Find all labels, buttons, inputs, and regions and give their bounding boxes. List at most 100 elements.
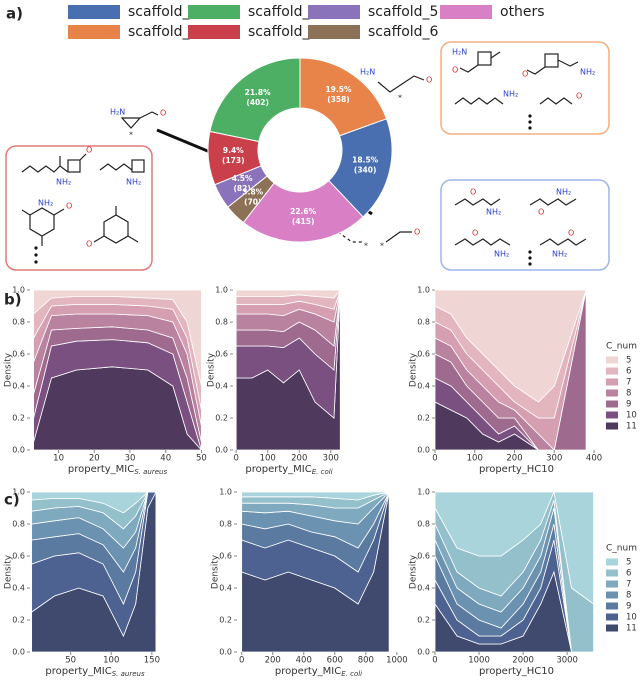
- x-axis-label: property_MICE. coli: [275, 666, 362, 678]
- donut-slice: [328, 118, 393, 218]
- atom-label: *: [364, 242, 368, 251]
- y-tick-label: 0.2: [219, 616, 232, 625]
- legend-swatch: [440, 5, 492, 19]
- y-tick-label: 0.2: [417, 414, 430, 423]
- y-tick-label: 0.6: [417, 350, 430, 359]
- slice-percent: 4.5%: [232, 174, 253, 183]
- legend-label: 7: [626, 580, 631, 590]
- donut-slice: [214, 165, 268, 208]
- x-label-main: property_HC10: [479, 666, 554, 677]
- legend-swatch: [606, 422, 618, 430]
- y-tick-label: 0.8: [215, 318, 228, 327]
- x-tick-label: 50: [65, 656, 76, 666]
- slice-percent: 3.8%: [242, 188, 263, 197]
- x-axis-label: property_HC10: [479, 666, 554, 677]
- donut-slice: [227, 175, 275, 224]
- panel-label: b): [4, 291, 22, 309]
- legend-swatch: [606, 602, 618, 610]
- y-tick-label: 0.6: [417, 552, 430, 561]
- slice-percent: 22.6%: [290, 207, 317, 216]
- x-tick-label: 1000: [468, 656, 490, 666]
- legend-label: 6: [626, 367, 631, 377]
- y-tick-label: 0.4: [215, 382, 228, 391]
- density-area: [241, 491, 390, 501]
- density-panel: [31, 491, 157, 653]
- x-axis-label: property_HC10: [479, 464, 554, 475]
- panel-label: c): [4, 491, 20, 509]
- legend-title: C_num: [606, 544, 637, 554]
- x-tick-label: 400: [586, 454, 602, 464]
- legend-label: 9: [626, 602, 631, 612]
- y-tick-label: 0.2: [12, 414, 25, 423]
- y-tick-label: 0.2: [12, 616, 25, 625]
- y-tick-label: 0.8: [219, 520, 232, 529]
- legend-swatch: [308, 25, 360, 39]
- y-tick-label: 0.0: [219, 648, 232, 657]
- legend-swatch: [606, 569, 618, 577]
- x-tick-label: 800: [358, 656, 374, 666]
- legend-label: 10: [626, 411, 637, 421]
- x-tick-label: 2000: [512, 656, 534, 666]
- legend-label: scaffold_6: [368, 24, 439, 40]
- legend-swatch: [606, 580, 618, 588]
- y-tick-label: 0.0: [215, 446, 228, 455]
- y-tick-label: 0.2: [215, 414, 228, 423]
- atom-label: O: [86, 240, 92, 249]
- x-tick-label: 1000: [386, 656, 408, 666]
- atom-label: O: [414, 228, 420, 237]
- atom-label: O: [426, 76, 432, 85]
- y-tick-label: 0.4: [417, 382, 430, 391]
- atom-label: H₂N: [360, 68, 375, 77]
- y-tick-label: 1.0: [215, 286, 228, 295]
- y-axis-label: Density: [409, 554, 419, 589]
- legend-swatch: [308, 5, 360, 19]
- x-tick-label: 300: [323, 454, 339, 464]
- atom-label: NH₂: [494, 250, 509, 259]
- atom-label: O: [522, 70, 528, 79]
- legend-label: others: [500, 4, 545, 20]
- x-axis-label: property_MICS. aureus: [68, 464, 168, 476]
- legend-label: 11: [626, 624, 637, 634]
- legend-label: 8: [626, 591, 631, 601]
- density-panel: [434, 289, 587, 451]
- atom-label: NH₂: [56, 178, 71, 187]
- x-axis-label: property_MICE. coli: [245, 464, 332, 476]
- legend-swatch: [606, 378, 618, 386]
- legend-swatch: [606, 389, 618, 397]
- atom-label: H₂N: [452, 48, 467, 57]
- y-tick-label: 0.2: [417, 616, 430, 625]
- legend-swatch: [606, 367, 618, 375]
- legend-swatch: [606, 613, 618, 621]
- y-tick-label: 0.8: [12, 318, 25, 327]
- x-tick-label: 300: [546, 454, 562, 464]
- atom-label: NH₂: [503, 90, 518, 99]
- slice-percent: 9.4%: [223, 146, 244, 155]
- legend-label: 5: [626, 558, 631, 568]
- legend-swatch: [606, 624, 618, 632]
- legend-label: 5: [626, 356, 631, 366]
- atom-label: O: [576, 92, 582, 101]
- legend-label: 6: [626, 569, 631, 579]
- atom-label: *: [129, 131, 133, 140]
- y-tick-label: 0.0: [417, 648, 430, 657]
- legend-label: scaffold_3: [248, 4, 318, 20]
- x-tick-label: 100: [260, 454, 276, 464]
- density-panel: [33, 289, 203, 451]
- x-tick-label: 0: [239, 656, 244, 666]
- y-tick-label: 1.0: [417, 488, 430, 497]
- atom-label: NH₂: [486, 208, 501, 217]
- y-axis-label: Density: [4, 554, 14, 589]
- legend-swatch: [606, 558, 618, 566]
- y-tick-label: 0.6: [215, 350, 228, 359]
- density-area: [434, 289, 587, 403]
- atom-label: O: [86, 146, 92, 155]
- x-tick-label: 200: [291, 454, 307, 464]
- atom-label: NH₂: [552, 250, 567, 259]
- slice-count: (358): [327, 95, 350, 104]
- slice-count: (340): [354, 166, 377, 175]
- y-tick-label: 0.0: [12, 446, 25, 455]
- legend-title: C_num: [606, 342, 637, 352]
- y-tick-label: 1.0: [219, 488, 232, 497]
- atom-label: O: [538, 208, 544, 217]
